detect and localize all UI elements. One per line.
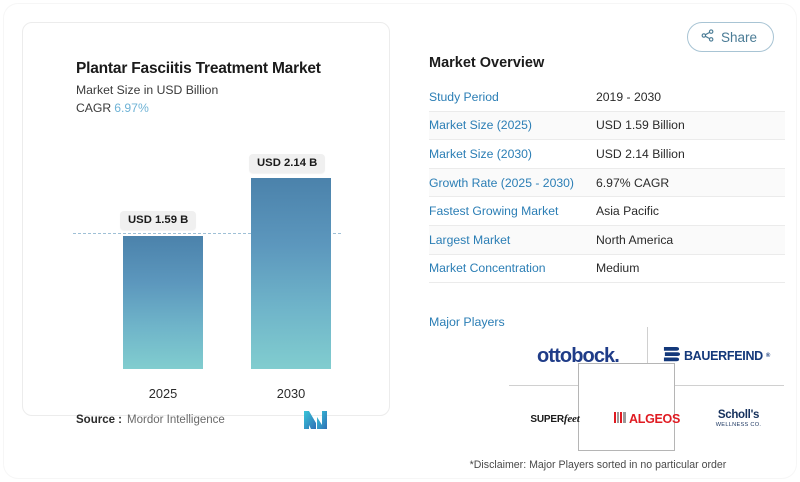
table-row[interactable]: Study Period 2019 - 2030 xyxy=(429,83,785,112)
cagr-value: 6.97% xyxy=(114,101,149,115)
bar-chart-plot: USD 1.59 B USD 2.14 B 2025 2030 xyxy=(23,23,391,417)
row-key: Market Size (2030) xyxy=(429,146,532,161)
algeos-mark-icon xyxy=(614,411,627,426)
disclaimer-text: *Disclaimer: Major Players sorted in no … xyxy=(469,459,727,471)
major-players-logo-grid: ottobock. BAUERFEIND ® xyxy=(509,327,784,451)
table-row[interactable]: Largest Market North America xyxy=(429,225,785,255)
major-players-title: Major Players xyxy=(429,315,505,329)
source-line: Source : Mordor Intelligence xyxy=(76,414,225,426)
page-shell: Plantar Fasciitis Treatment Market Marke… xyxy=(4,4,796,478)
x-axis-tick-2025: 2025 xyxy=(148,386,178,401)
row-value: North America xyxy=(596,232,674,247)
scholls-logo-line2: WELLNESS CO. xyxy=(715,422,762,428)
market-overview-panel: Market Overview Study Period 2019 - 2030… xyxy=(412,22,785,472)
logo-grid-vertical-divider xyxy=(647,327,648,385)
row-key: Market Size (2025) xyxy=(429,118,532,133)
market-overview-table: Study Period 2019 - 2030 Market Size (20… xyxy=(429,83,785,284)
chart-cagr: CAGR 6.97% xyxy=(76,101,149,115)
row-value: Medium xyxy=(596,261,640,276)
row-value: 6.97% CAGR xyxy=(596,175,670,190)
scholls-logo-line1: Scholl's xyxy=(717,409,760,421)
row-key: Growth Rate (2025 - 2030) xyxy=(429,175,574,190)
chart-card: Plantar Fasciitis Treatment Market Marke… xyxy=(22,22,391,429)
bauerfeind-logo-text: BAUERFEIND xyxy=(683,349,763,363)
cagr-label: CAGR xyxy=(76,101,112,115)
table-row[interactable]: Market Size (2025) USD 1.59 Billion xyxy=(429,111,785,141)
logo-highlight-box xyxy=(578,363,675,451)
reference-dashed-line xyxy=(73,233,341,234)
share-icon xyxy=(701,29,714,45)
table-row[interactable]: Fastest Growing Market Asia Pacific xyxy=(429,197,785,226)
row-key: Market Concentration xyxy=(429,261,546,276)
share-button[interactable]: Share xyxy=(686,22,774,52)
table-row[interactable]: Market Size (2030) USD 2.14 Billion xyxy=(429,140,785,169)
row-key: Study Period xyxy=(429,89,499,104)
page-title: Market Overview xyxy=(429,55,545,71)
registered-mark-icon: ® xyxy=(765,353,771,359)
bar-2025[interactable] xyxy=(123,236,203,369)
row-value: USD 1.59 Billion xyxy=(596,118,685,133)
row-key: Fastest Growing Market xyxy=(429,204,559,219)
logo-algeos[interactable]: ALGEOS xyxy=(601,386,693,451)
superfeet-logo-text-a: SUPER xyxy=(530,413,564,425)
row-value: Asia Pacific xyxy=(596,204,659,219)
algeos-logo-text: ALGEOS xyxy=(629,411,680,426)
bar-label-2030: USD 2.14 B xyxy=(249,154,326,173)
chart-subtitle: Market Size in USD Billion xyxy=(76,83,219,97)
source-label: Source : xyxy=(76,414,123,426)
logo-superfeet[interactable]: SUPERfeet xyxy=(509,386,601,451)
chart-title: Plantar Fasciitis Treatment Market xyxy=(76,60,321,77)
share-button-label: Share xyxy=(720,29,757,45)
logo-ottobock[interactable]: ottobock. xyxy=(509,327,647,385)
superfeet-logo-text-b: feet xyxy=(563,412,580,425)
table-row[interactable]: Market Concentration Medium xyxy=(429,255,785,284)
logo-scholls[interactable]: Scholl's WELLNESS CO. xyxy=(693,386,784,451)
table-row[interactable]: Growth Rate (2025 - 2030) 6.97% CAGR xyxy=(429,168,785,198)
bauerfeind-mark-icon xyxy=(662,346,681,366)
row-value: USD 2.14 Billion xyxy=(596,146,685,161)
bar-label-2025: USD 1.59 B xyxy=(120,211,197,230)
logo-bauerfeind[interactable]: BAUERFEIND ® xyxy=(648,327,784,385)
x-axis-tick-2030: 2030 xyxy=(276,386,306,401)
source-name: Mordor Intelligence xyxy=(127,414,225,426)
bar-2030[interactable] xyxy=(251,178,331,369)
ottobock-logo-text: ottobock. xyxy=(537,344,620,367)
row-key: Largest Market xyxy=(429,232,511,247)
row-value: 2019 - 2030 xyxy=(596,89,662,104)
mordor-intelligence-logo-icon xyxy=(304,411,330,434)
